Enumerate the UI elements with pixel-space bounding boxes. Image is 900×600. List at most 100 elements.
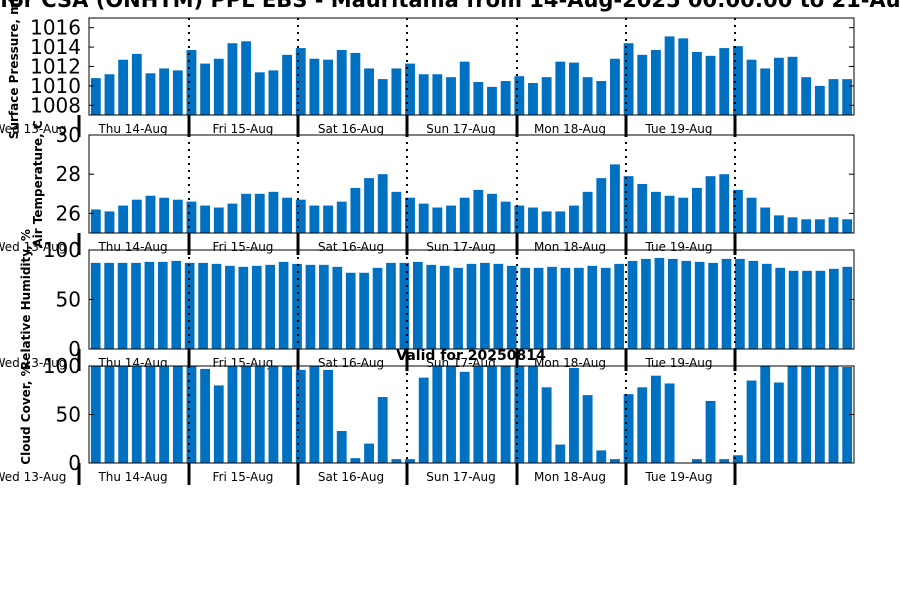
bar-p2-22 [391, 191, 402, 233]
bar-p1-44 [691, 51, 702, 115]
bar-p3-36 [574, 267, 584, 349]
day-label-p2-5: Mon 18-Aug [534, 240, 606, 254]
bar-p4-44 [691, 459, 702, 463]
bar-p2-33 [541, 211, 552, 233]
ylabel-p4: Cloud Cover, % [19, 364, 33, 464]
bar-p4-39 [623, 394, 634, 463]
bar-p1-49 [760, 68, 771, 115]
bar-p3-52 [788, 270, 799, 349]
bar-p2-55 [842, 219, 853, 233]
bar-p3-23 [399, 262, 410, 349]
plot-frame-p2 [88, 134, 855, 234]
bar-p4-54 [828, 366, 839, 463]
bar-p4-35 [569, 367, 579, 463]
bar-p2-2 [118, 205, 129, 233]
bar-p3-49 [748, 260, 759, 349]
day-label-p2-0: Wed 13-Aug [0, 240, 66, 254]
bar-p4-20 [364, 443, 374, 463]
day-label-p2-2: Fri 15-Aug [213, 240, 274, 254]
bar-p2-4 [145, 195, 156, 233]
bar-p2-50 [773, 215, 784, 233]
ytick-label-p2-2: 30 [56, 123, 81, 147]
bar-p3-13 [265, 264, 276, 349]
bar-p3-47 [721, 258, 732, 349]
bar-p2-25 [432, 207, 443, 233]
bar-p1-53 [814, 85, 825, 115]
bar-p2-40 [637, 184, 648, 233]
ylabel-p1: Surface Pressure, mb [7, 0, 21, 139]
bar-p3-20 [359, 272, 369, 349]
bar-p3-25 [426, 264, 437, 349]
bar-p1-10 [227, 43, 238, 115]
bar-p1-41 [651, 50, 661, 116]
bar-p1-38 [610, 58, 620, 115]
bar-p3-26 [439, 265, 450, 349]
ytick-label-p4-2: 100 [43, 354, 81, 378]
bar-p3-41 [641, 258, 651, 349]
bar-p4-0 [90, 366, 101, 463]
bar-p4-21 [377, 397, 388, 463]
bar-p1-3 [131, 53, 142, 115]
bar-p4-22 [391, 459, 402, 463]
bar-p1-40 [637, 54, 648, 115]
bar-p2-26 [446, 205, 456, 233]
bar-p4-1 [104, 366, 115, 463]
day-label-p4-3: Sat 16-Aug [318, 470, 384, 484]
bar-p3-43 [667, 258, 678, 349]
bar-p3-12 [251, 265, 262, 349]
bar-p3-11 [238, 266, 249, 349]
bar-p3-35 [560, 267, 571, 349]
bar-p4-23 [405, 459, 415, 463]
bar-p1-15 [295, 48, 306, 115]
bar-p2-17 [323, 205, 333, 233]
bar-p1-9 [213, 58, 224, 115]
bar-p4-18 [336, 430, 347, 463]
bar-p3-3 [131, 262, 141, 349]
bar-p3-29 [480, 262, 490, 349]
bar-p3-51 [775, 267, 786, 349]
valid-label: Valid for 20250814 [396, 348, 546, 364]
bar-p2-53 [814, 219, 825, 233]
bar-p3-33 [533, 267, 544, 349]
bar-p4-31 [514, 366, 525, 463]
bar-p1-8 [200, 63, 211, 115]
ytick-label-p1-2: 1012 [30, 55, 81, 79]
bar-p1-33 [541, 77, 552, 115]
bar-p2-44 [691, 187, 702, 233]
day-label-p4-4: Sun 17-Aug [426, 470, 495, 484]
bar-p2-48 [746, 197, 757, 233]
bar-p2-34 [555, 211, 566, 233]
ytick-label-p2-0: 26 [56, 201, 81, 225]
bar-p1-22 [391, 68, 402, 115]
bar-p1-7 [186, 50, 197, 116]
ytick-label-p1-3: 1014 [30, 35, 81, 59]
bar-p3-19 [345, 272, 356, 349]
bar-p4-36 [582, 395, 593, 463]
bar-p2-20 [364, 178, 374, 233]
bar-p1-13 [268, 70, 279, 115]
bar-p4-24 [418, 377, 429, 463]
bar-p2-0 [90, 209, 101, 233]
bar-p4-19 [350, 458, 361, 463]
bar-p2-1 [104, 211, 115, 233]
bar-p2-42 [664, 195, 675, 233]
bar-p2-37 [596, 178, 607, 233]
bar-p1-42 [664, 36, 675, 115]
ylabel-p2: Air Temperature, C [31, 120, 45, 248]
bar-p3-54 [815, 270, 826, 349]
bar-p4-46 [719, 459, 730, 463]
bar-p4-48 [746, 380, 757, 463]
day-label-p1-0: Wed 13-Aug [0, 122, 66, 136]
day-label-p3-3: Sat 16-Aug [318, 356, 384, 370]
day-label-p1-6: Tue 19-Aug [644, 122, 712, 136]
bar-p2-49 [760, 207, 771, 233]
bar-p3-50 [761, 263, 772, 349]
bar-p3-38 [600, 267, 611, 349]
bar-p4-50 [773, 382, 784, 463]
bar-p4-33 [541, 387, 552, 463]
day-label-p1-4: Sun 17-Aug [426, 122, 495, 136]
bar-p4-38 [610, 459, 620, 463]
bar-p4-34 [555, 444, 566, 463]
bar-p2-7 [186, 201, 197, 233]
bar-p2-10 [227, 203, 238, 233]
